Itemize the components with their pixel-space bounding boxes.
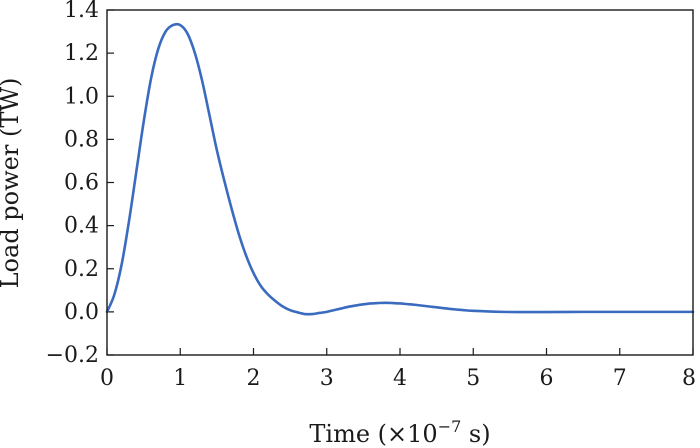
x-tick-label: 7: [613, 366, 627, 391]
x-tick-label: 8: [682, 366, 696, 391]
y-tick-label: 1.4: [64, 0, 99, 23]
y-axis-title: Load power (TW): [0, 78, 24, 289]
x-axis-title-main: Time (×10: [309, 420, 437, 448]
y-tick-label: 0.8: [64, 127, 99, 152]
y-tick-label: 1.2: [64, 41, 99, 66]
y-tick-label: 0.6: [64, 171, 99, 196]
y-axis: −0.2 0.0 0.2 0.4 0.6 0.8 1.0 1.2 1.4: [46, 0, 114, 368]
y-tick-label: 1.0: [64, 84, 99, 109]
y-tick-label: 0.2: [64, 257, 99, 282]
x-tick-label: 3: [320, 366, 334, 391]
y-tick-label: 0.0: [64, 300, 99, 325]
x-tick-label: 6: [540, 366, 554, 391]
x-tick-label: 0: [100, 366, 114, 391]
plot-frame: [106, 9, 694, 356]
y-tick-label: 0.4: [64, 214, 99, 239]
x-tick-label: 1: [173, 366, 187, 391]
x-tick-label: 5: [466, 366, 480, 391]
x-axis-title-exponent: −7: [438, 417, 462, 436]
x-tick-label: 2: [247, 366, 261, 391]
x-tick-label: 4: [393, 366, 407, 391]
x-axis-title: Time (×10−7 s): [309, 417, 490, 448]
y-tick-label: −0.2: [46, 343, 99, 368]
series-line: [105, 22, 695, 316]
x-axis: 0 1 2 3 4 5 6 7 8: [100, 348, 696, 391]
x-axis-title-suffix: s): [461, 420, 490, 448]
